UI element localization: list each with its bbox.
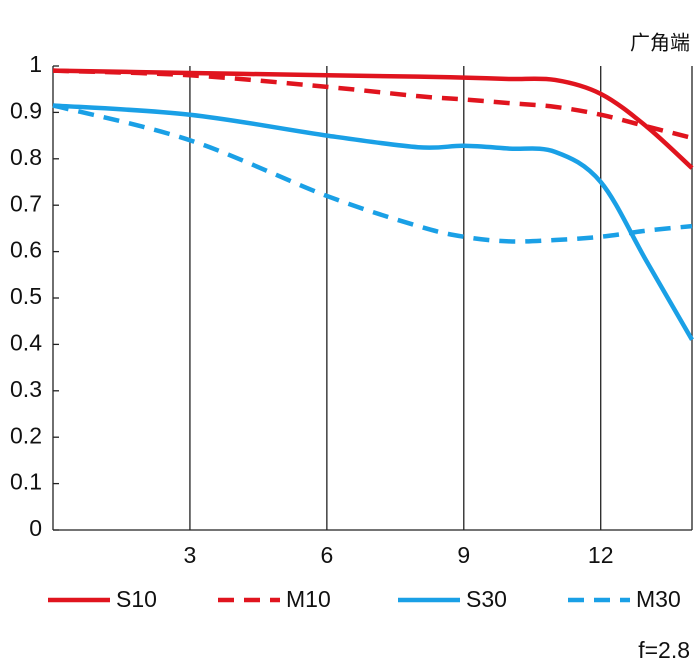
y-tick-label: 0.8 xyxy=(10,144,42,170)
y-tick-label: 0.5 xyxy=(10,283,42,309)
y-tick-label: 0.6 xyxy=(10,237,42,263)
legend-label: S10 xyxy=(116,586,157,612)
x-tick-label: 3 xyxy=(184,542,197,568)
x-tick-label: 9 xyxy=(457,542,470,568)
y-tick-label: 0.1 xyxy=(10,469,42,495)
legend-label: M10 xyxy=(286,586,331,612)
series-line xyxy=(52,103,694,341)
y-tick-label: 0.2 xyxy=(10,422,42,448)
y-tick-label: 1 xyxy=(29,51,42,77)
y-tick-label: 0 xyxy=(29,515,42,541)
y-tick-label: 0.7 xyxy=(10,190,42,216)
chart-title: 广角端 xyxy=(630,31,690,54)
y-tick-label: 0.9 xyxy=(10,97,42,123)
legend-label: M30 xyxy=(636,586,681,612)
series-line xyxy=(52,103,693,244)
series-line xyxy=(52,68,693,141)
y-tick-label: 0.4 xyxy=(10,329,42,355)
aperture-note: f=2.8 xyxy=(638,637,690,663)
y-tick-label: 0.3 xyxy=(10,376,42,402)
x-tick-label: 6 xyxy=(320,542,333,568)
series-line xyxy=(52,68,694,170)
x-tick-label: 12 xyxy=(588,542,614,568)
legend-label: S30 xyxy=(466,586,507,612)
